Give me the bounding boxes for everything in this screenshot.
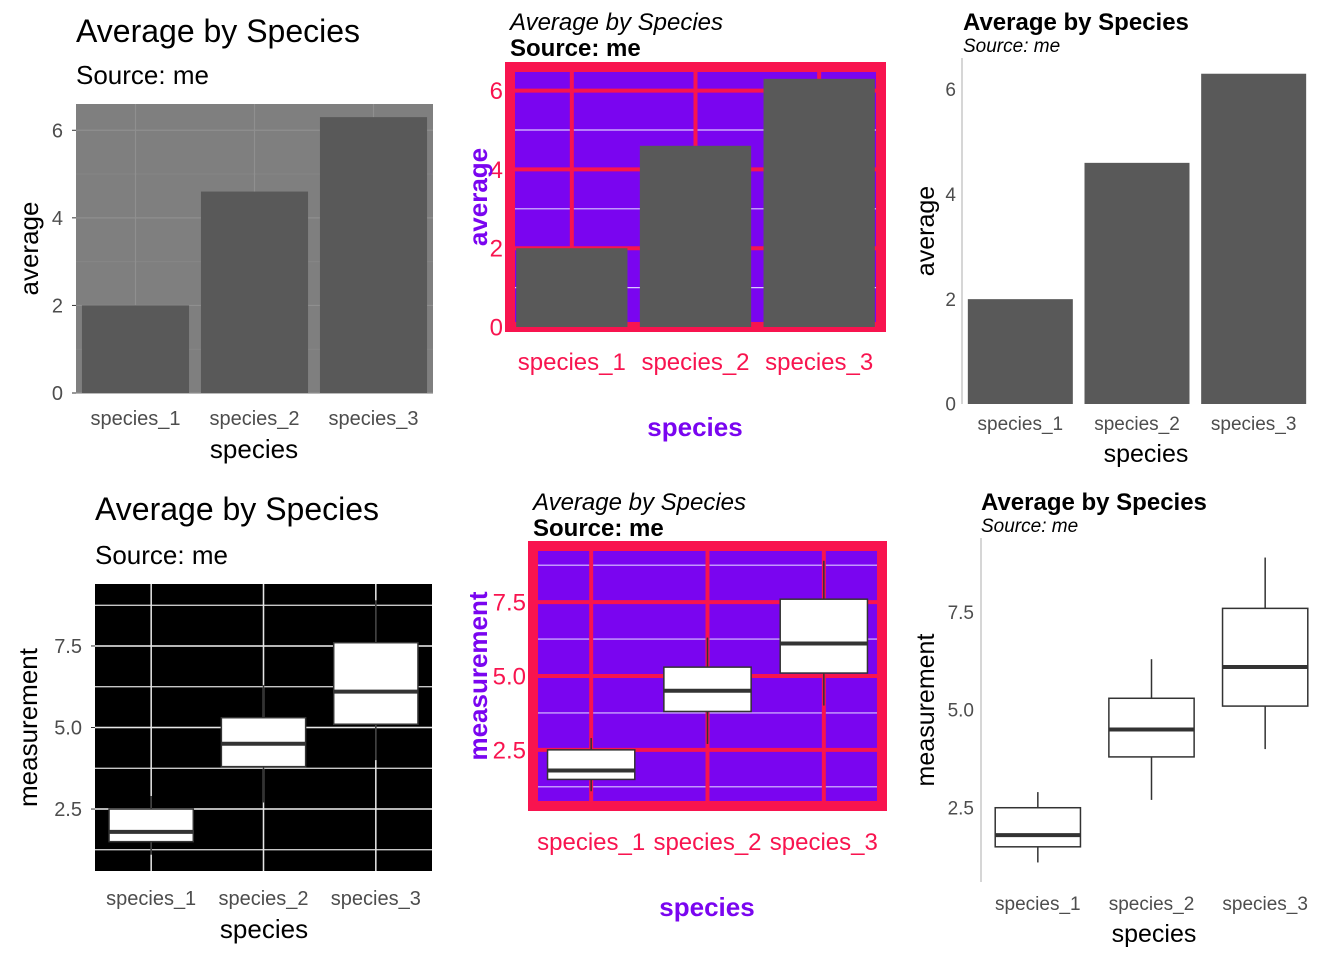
bar-species_3: [1201, 73, 1307, 405]
x-tick-label: species_1: [537, 829, 645, 856]
x-tick-label: species_3: [331, 888, 421, 910]
y-tick-label: 2.5: [493, 737, 526, 764]
chart-panel-1: Average by Species Source: me 0 2 4 6 species_…: [14, 13, 433, 464]
chart-subtitle: Source: me: [95, 540, 228, 570]
chart-title: Average by Species: [508, 9, 723, 36]
bar-species_2: [1084, 162, 1190, 404]
y-axis-title: average: [912, 186, 940, 276]
x-axis-title: species: [220, 914, 308, 944]
x-tick-label: species_1: [106, 888, 196, 910]
bar-species_1: [81, 305, 190, 393]
x-tick-label: species_2: [653, 829, 761, 856]
chart-title: Average by Species: [531, 489, 746, 516]
chart-subtitle: Source: me: [533, 515, 664, 542]
x-tick-label: species_2: [1109, 894, 1195, 915]
x-tick-label: species_2: [209, 408, 299, 430]
chart-subtitle: Source: me: [963, 36, 1060, 57]
box-species_1: [546, 749, 636, 781]
y-axis-title: measurement: [13, 647, 43, 807]
x-tick-label: species_2: [641, 349, 749, 376]
x-tick-label: species_3: [1211, 414, 1297, 435]
y-tick-label: 0: [945, 395, 956, 416]
x-tick-label: species_1: [978, 414, 1064, 435]
chart-subtitle: Source: me: [510, 35, 641, 62]
x-axis-title: species: [1112, 920, 1197, 948]
chart-subtitle: Source: me: [76, 60, 209, 90]
x-tick-label: species_3: [328, 408, 418, 430]
y-tick-label: 0: [52, 383, 63, 405]
y-tick-label: 4: [945, 185, 956, 206]
y-tick-label: 7.5: [948, 603, 974, 624]
x-tick-label: species_1: [518, 349, 626, 376]
y-axis-title: average: [463, 148, 493, 246]
y-tick-label: 2: [490, 236, 503, 263]
x-tick-label: species_1: [995, 894, 1081, 915]
y-tick-label: 2: [52, 295, 63, 317]
y-axis-title: measurement: [912, 634, 940, 787]
y-axis-title: average: [14, 202, 44, 296]
bar-species_2: [639, 145, 752, 327]
box-species_3: [1221, 607, 1309, 707]
chart-title: Average by Species: [76, 13, 360, 49]
x-axis-title: species: [1104, 440, 1189, 468]
box-species_3: [332, 641, 419, 725]
y-tick-label: 7.5: [54, 636, 82, 658]
box-species_3: [779, 598, 869, 674]
y-tick-label: 6: [490, 78, 503, 105]
y-tick-label: 2.5: [948, 798, 974, 819]
x-tick-label: species_3: [770, 829, 878, 856]
bar-species_3: [319, 117, 428, 394]
y-axis-title: measurement: [463, 591, 493, 760]
bar-species_3: [763, 78, 875, 328]
chart-title: Average by Species: [95, 491, 379, 527]
y-tick-label: 6: [52, 120, 63, 142]
x-axis-title: species: [659, 892, 754, 922]
bar-species_1: [967, 299, 1073, 404]
y-tick-label: 0: [490, 314, 503, 341]
bar-species_1: [516, 248, 628, 327]
y-tick-label: 6: [945, 80, 956, 101]
y-tick-label: 5.0: [493, 663, 526, 690]
box-species_1: [994, 806, 1082, 848]
y-tick-label: 4: [52, 208, 63, 230]
y-tick-label: 2: [945, 290, 956, 311]
x-tick-label: species_1: [90, 408, 180, 430]
y-tick-label: 7.5: [493, 590, 526, 617]
x-axis-title: species: [647, 412, 742, 442]
x-tick-label: species_2: [218, 888, 308, 910]
chart-panel-4: Average by Species Source: me 2.5 5.0 7.5 spe…: [13, 491, 432, 944]
x-tick-label: species_2: [1094, 414, 1180, 435]
chart-title: Average by Species: [963, 9, 1189, 36]
chart-subtitle: Source: me: [981, 516, 1078, 537]
box-species_1: [108, 808, 195, 843]
y-tick-label: 2.5: [54, 799, 82, 821]
y-tick-label: 5.0: [948, 701, 974, 722]
x-axis-title: species: [210, 434, 298, 464]
chart-title: Average by Species: [981, 489, 1207, 516]
bar-species_2: [200, 191, 309, 393]
y-tick-label: 5.0: [54, 718, 82, 740]
x-tick-label: species_3: [765, 349, 873, 376]
y-tick-label: 4: [490, 157, 503, 184]
x-tick-label: species_3: [1222, 894, 1308, 915]
